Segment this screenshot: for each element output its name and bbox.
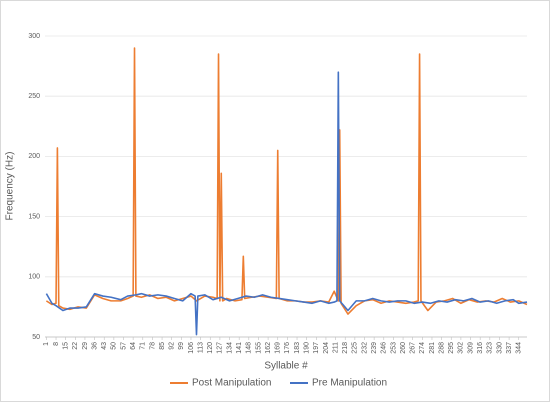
x-tick-label: 337 [506, 342, 513, 354]
x-tick-label: 218 [342, 342, 349, 354]
series-line [45, 71, 528, 336]
x-tick-label: 113 [197, 342, 204, 353]
x-tick-label: 106 [188, 342, 195, 354]
x-tick-label: 78 [149, 342, 156, 350]
x-tick-label: 197 [313, 342, 320, 354]
x-tick-label: 260 [400, 342, 407, 354]
x-tick-label: 85 [159, 342, 166, 350]
x-tick-label: 176 [284, 342, 291, 354]
x-tick-label: 323 [487, 342, 494, 354]
x-tick-label: 155 [255, 342, 262, 354]
x-tick-label: 253 [390, 342, 397, 354]
x-tick-label: 15 [63, 342, 70, 350]
x-tick-label: 64 [130, 342, 137, 350]
x-tick-label: 120 [207, 342, 214, 354]
x-tick-label: 162 [265, 342, 272, 354]
x-tick-label: 211 [332, 342, 339, 353]
x-tick-label: 57 [120, 342, 127, 350]
y-tick-label: 100 [28, 274, 40, 281]
x-tick-label: 309 [467, 342, 474, 354]
x-tick-label: 169 [275, 342, 282, 354]
legend-label: Post Manipulation [192, 378, 272, 389]
x-tick-label: 43 [101, 342, 108, 350]
x-tick-label: 281 [429, 342, 436, 354]
x-tick-label: 316 [477, 342, 484, 354]
x-tick-label: 8 [53, 342, 60, 346]
x-tick-label: 29 [82, 342, 89, 350]
x-tick-label: 127 [217, 342, 224, 354]
x-tick-label: 1 [43, 342, 50, 346]
x-tick-label: 274 [419, 342, 426, 354]
y-tick-label: 300 [28, 33, 40, 40]
x-tick-label: 225 [352, 342, 359, 354]
y-tick-label: 250 [28, 93, 40, 100]
x-tick-label: 295 [448, 342, 455, 354]
x-tick-label: 344 [516, 342, 523, 354]
x-tick-label: 141 [236, 342, 243, 354]
y-tick-label: 150 [28, 213, 40, 220]
y-axis-title: Frequency (Hz) [5, 152, 16, 221]
y-tick-label: 200 [28, 153, 40, 160]
x-tick-label: 302 [458, 342, 465, 354]
x-tick-label: 204 [323, 342, 330, 354]
x-tick-label: 71 [140, 342, 147, 350]
x-tick-label: 148 [246, 342, 253, 354]
x-tick-label: 134 [226, 342, 233, 354]
x-tick-label: 50 [111, 342, 118, 350]
x-tick-label: 288 [438, 342, 445, 354]
x-tick-label: 330 [496, 342, 503, 354]
x-tick-label: 267 [410, 342, 417, 354]
x-tick-label: 183 [294, 342, 301, 354]
y-tick-label: 50 [32, 334, 40, 341]
x-tick-label: 99 [178, 342, 185, 350]
x-tick-label: 22 [72, 342, 79, 350]
x-tick-label: 190 [304, 342, 311, 354]
legend-label: Pre Manipulation [312, 378, 387, 389]
x-tick-label: 92 [169, 342, 176, 350]
x-axis-title: Syllable # [264, 361, 308, 372]
x-tick-label: 232 [361, 342, 368, 354]
x-tick-label: 246 [381, 342, 388, 354]
x-tick-label: 36 [91, 342, 98, 350]
x-tick-label: 239 [371, 342, 378, 354]
